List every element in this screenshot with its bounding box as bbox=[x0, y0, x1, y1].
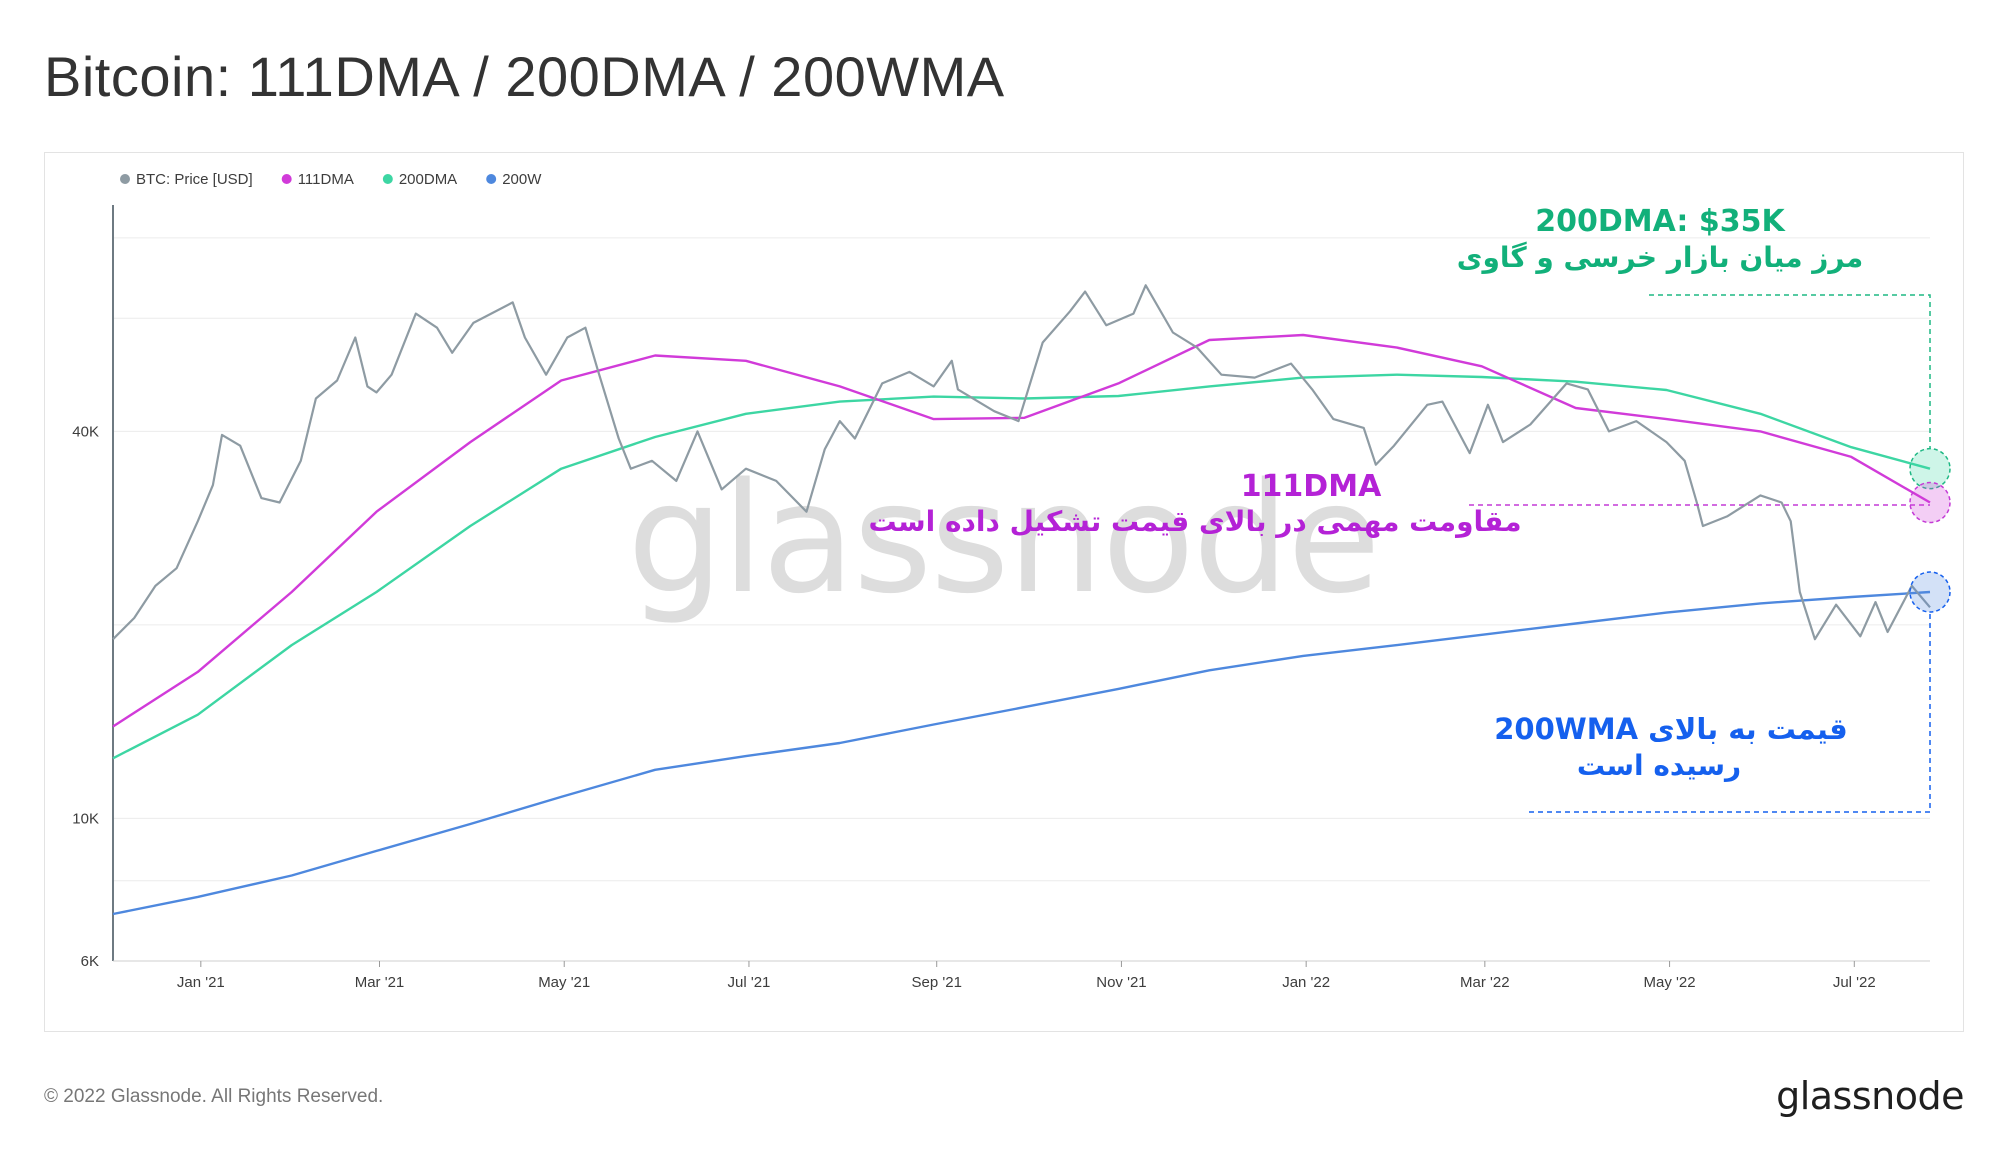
y-tick-label: 6K bbox=[81, 953, 99, 970]
annotation-marker-200wma bbox=[1909, 571, 1951, 613]
chart-canvas: glassnode 6K 10K 40K Jan '21 Mar '21 May '21 J… bbox=[72, 171, 1951, 991]
x-tick-label: May '21 bbox=[538, 974, 590, 991]
axes: 6K 10K 40K Jan '21 Mar '21 May '21 Jul '21 Sep … bbox=[72, 205, 1930, 991]
annotation-200dma-title: 200DMA: $35K bbox=[1535, 204, 1786, 239]
annotation-111dma-text: مقاومت مهمی در بالای قیمت تشکیل داده است bbox=[868, 505, 1521, 538]
x-tick-label: Nov '21 bbox=[1096, 974, 1146, 991]
chart-panel: glassnode 6K 10K 40K Jan '21 Mar '21 May '21 J… bbox=[44, 152, 1964, 1032]
y-tick-label: 40K bbox=[72, 423, 99, 440]
x-tick-label: Jan '22 bbox=[1282, 974, 1330, 991]
annotation-leader-200wma bbox=[1529, 612, 1931, 813]
annotation-marker-200dma bbox=[1909, 447, 1951, 490]
x-tick-label: May '22 bbox=[1644, 974, 1696, 991]
legend-marker bbox=[486, 174, 497, 184]
annotation-200wma-text: رسیده است bbox=[1577, 749, 1741, 782]
legend-label: 200W bbox=[502, 171, 542, 188]
footer-copyright: © 2022 Glassnode. All Rights Reserved. bbox=[44, 1086, 384, 1107]
legend-label: 111DMA bbox=[298, 171, 354, 188]
annotation-111dma-title: 111DMA bbox=[1241, 469, 1382, 504]
y-tick-label: 10K bbox=[72, 810, 99, 827]
glassnode-logo[interactable]: glassnode bbox=[1776, 1074, 1964, 1118]
legend-marker bbox=[120, 174, 130, 184]
legend-label: BTC: Price [USD] bbox=[136, 171, 253, 188]
series-line-111dma bbox=[112, 333, 1931, 728]
series-lines bbox=[112, 284, 1931, 916]
chart-legend: BTC: Price [USD] 111DMA 200DMA 200W bbox=[120, 171, 542, 188]
legend-marker bbox=[281, 174, 292, 184]
x-tick-label: Jan '21 bbox=[177, 974, 225, 991]
x-tick-label: Mar '22 bbox=[1460, 974, 1510, 991]
x-tick-label: Mar '21 bbox=[355, 974, 405, 991]
series-line-btc-price bbox=[112, 284, 1931, 641]
annotation-200wma-title: قیمت به بالای 200WMA bbox=[1494, 712, 1848, 746]
annotation-leader-200dma bbox=[1649, 294, 1931, 449]
x-tick-label: Sep '21 bbox=[912, 974, 962, 991]
watermark: glassnode bbox=[627, 450, 1379, 627]
legend-marker bbox=[382, 174, 393, 184]
x-tick-label: Jul '21 bbox=[728, 974, 771, 991]
page-title: Bitcoin: 111DMA / 200DMA / 200WMA bbox=[44, 45, 1005, 108]
annotation-marker-111dma bbox=[1909, 481, 1951, 524]
series-line-200w bbox=[112, 590, 1931, 916]
annotation-200dma-text: مرز میان بازار خرسی و گاوی bbox=[1457, 241, 1863, 274]
x-tick-label: Jul '22 bbox=[1833, 974, 1876, 991]
legend-label: 200DMA bbox=[399, 171, 457, 188]
